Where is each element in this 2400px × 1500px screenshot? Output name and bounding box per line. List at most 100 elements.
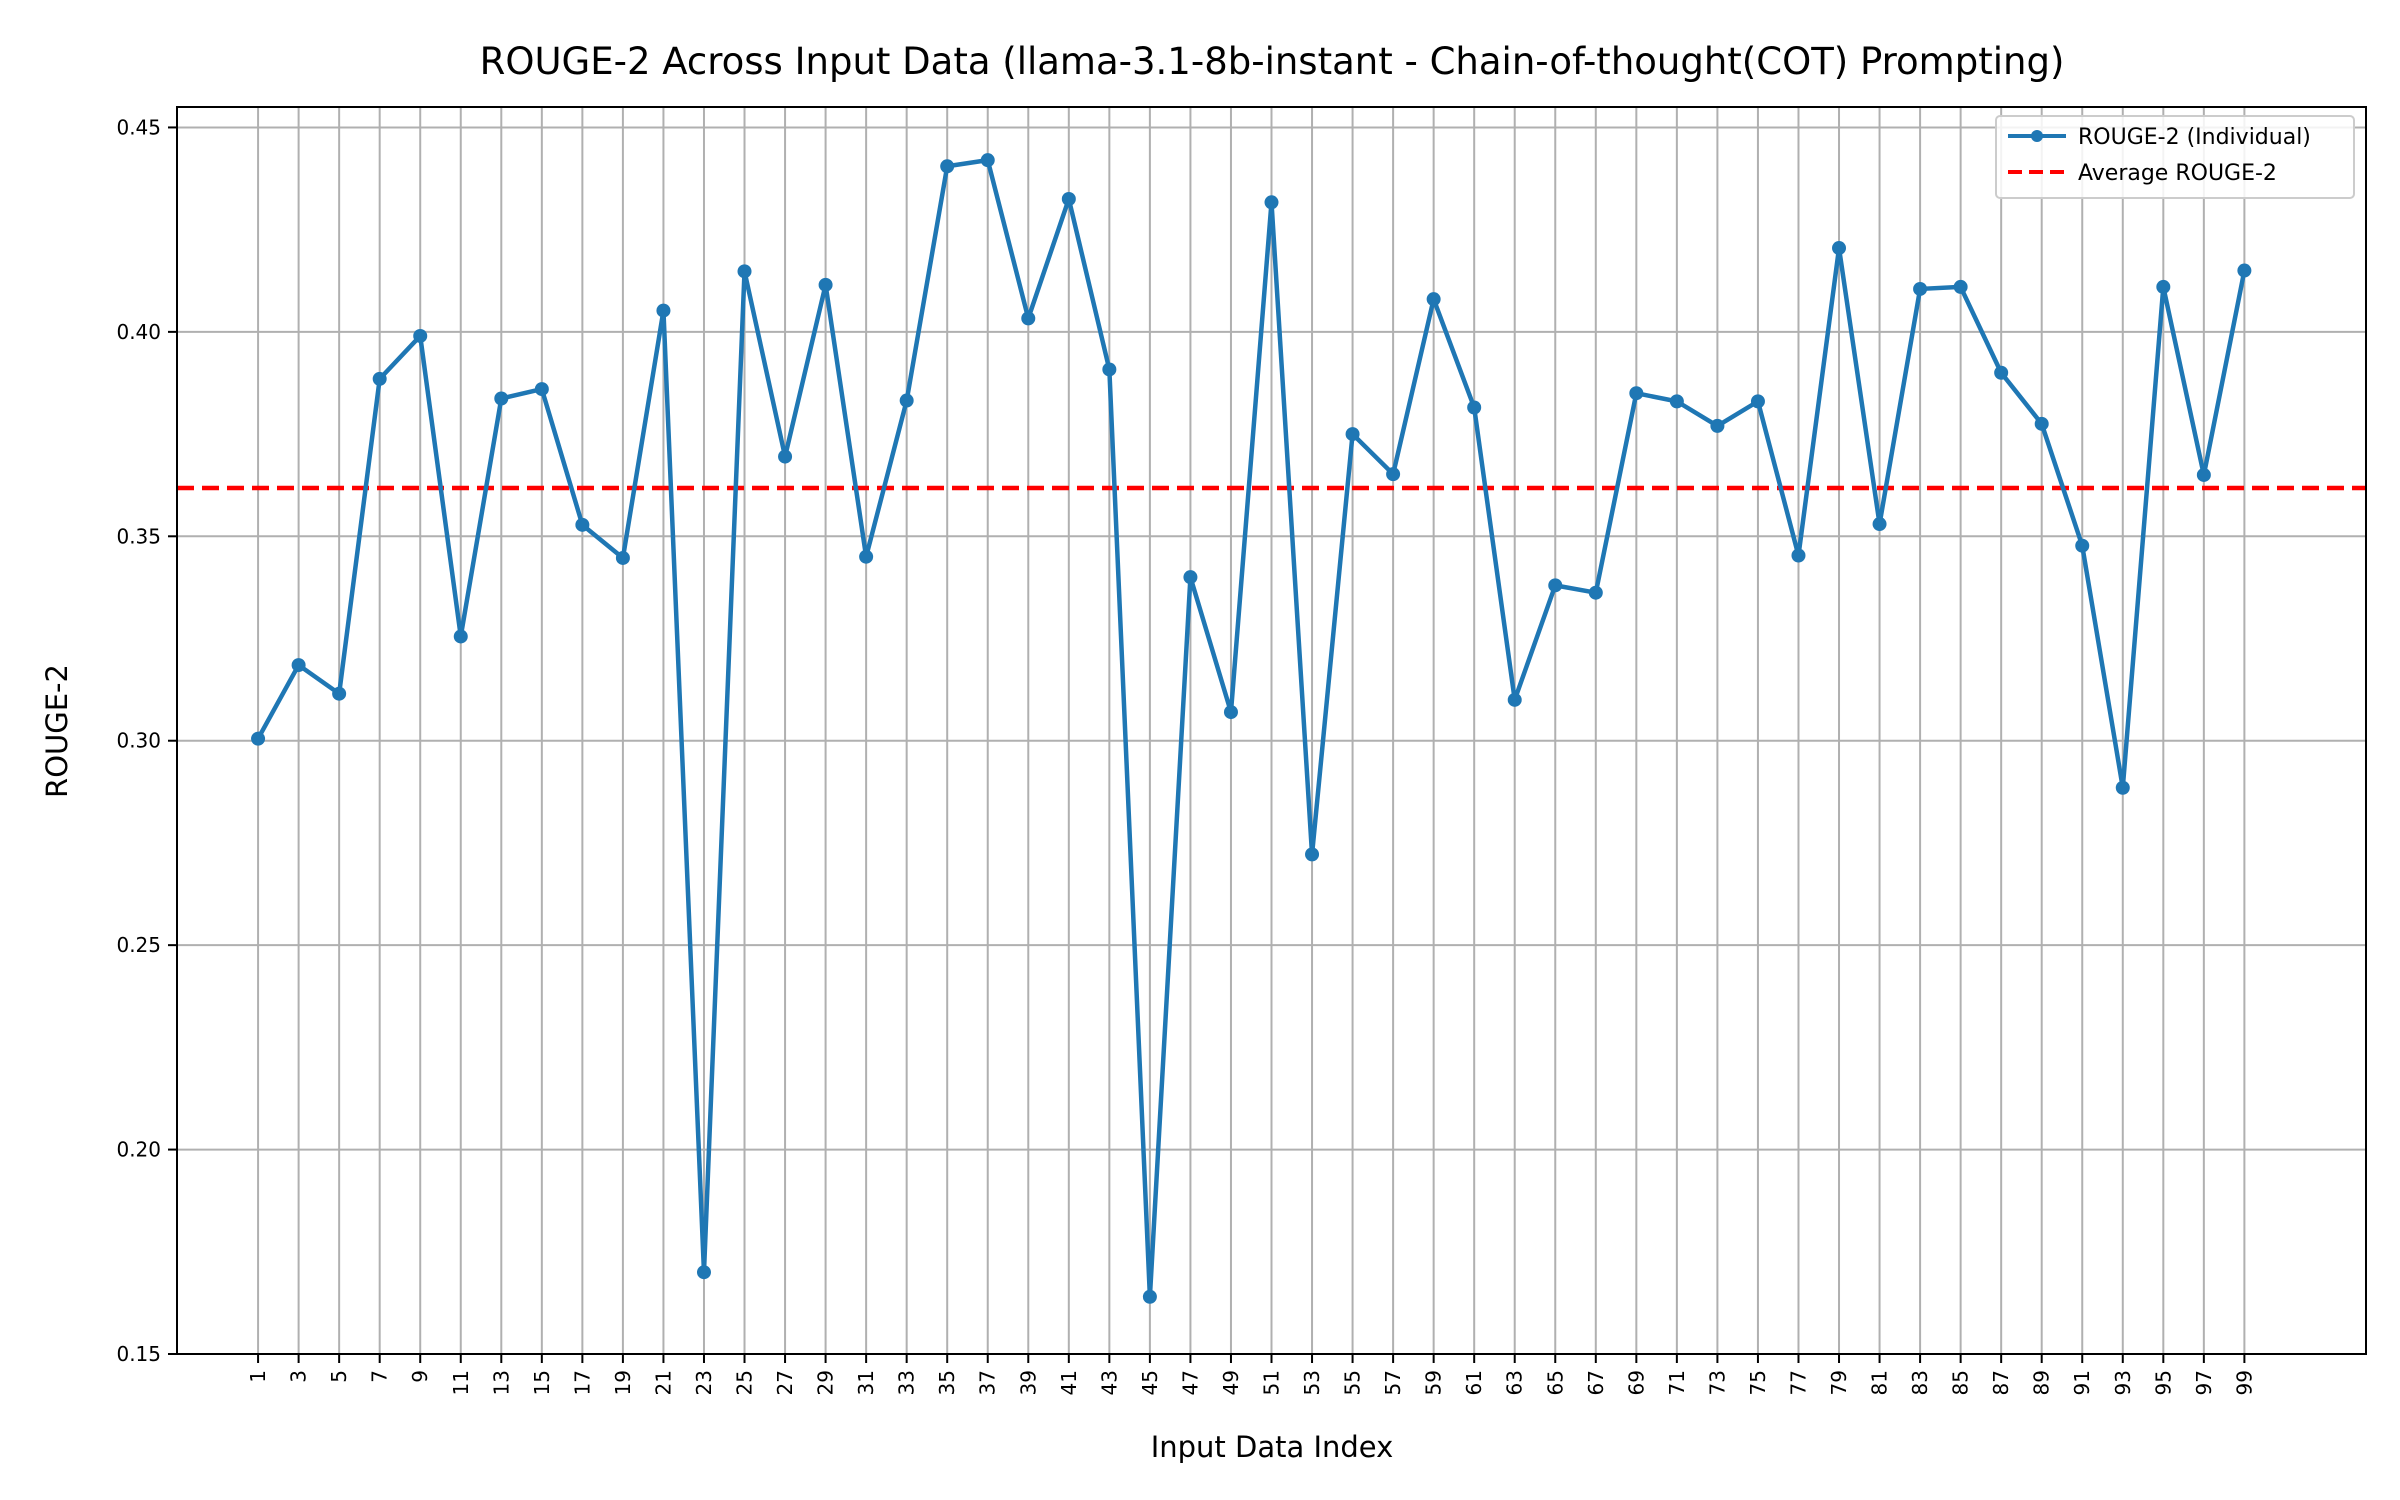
data-point [1467, 400, 1482, 415]
data-point [2075, 538, 2090, 553]
x-tick-label: 75 [1746, 1370, 1770, 1395]
x-tick-label: 11 [449, 1370, 473, 1395]
x-tick-label: 63 [1503, 1370, 1527, 1395]
x-tick-label: 83 [1908, 1370, 1932, 1395]
y-tick-label: 0.25 [116, 933, 161, 957]
x-tick-label: 49 [1219, 1370, 1243, 1395]
data-point [291, 658, 306, 673]
legend-marker-individual [2031, 130, 2043, 142]
x-tick-label: 39 [1016, 1370, 1040, 1395]
x-tick-label: 33 [895, 1370, 919, 1395]
data-point [575, 517, 590, 532]
data-point [2196, 467, 2211, 482]
data-point [1345, 427, 1360, 442]
x-axis-label: Input Data Index [1151, 1430, 1394, 1464]
legend-label-average: Average ROUGE-2 [2078, 161, 2277, 186]
x-tick-label: 59 [1422, 1370, 1446, 1395]
x-tick-label: 77 [1786, 1370, 1810, 1395]
y-axis-label: ROUGE-2 [40, 664, 74, 798]
data-point [656, 303, 671, 318]
data-point [1021, 311, 1036, 326]
x-tick-label: 3 [287, 1370, 311, 1383]
x-tick-label: 73 [1705, 1370, 1729, 1395]
x-tick-label: 45 [1138, 1370, 1162, 1395]
data-point [1507, 692, 1522, 707]
x-tick-label: 95 [2151, 1370, 2175, 1395]
data-point [1872, 517, 1887, 532]
x-tick-label: 47 [1178, 1370, 1202, 1395]
y-tick-label: 0.45 [116, 115, 161, 139]
data-point [1791, 548, 1806, 563]
data-point [1669, 394, 1684, 409]
x-tick-label: 41 [1057, 1370, 1081, 1395]
x-tick-label: 29 [814, 1370, 838, 1395]
data-point [494, 391, 509, 406]
x-tick-label: 87 [1989, 1370, 2013, 1395]
data-point [899, 393, 914, 408]
legend-label-individual: ROUGE-2 (Individual) [2078, 125, 2311, 150]
x-tick-label: 55 [1341, 1370, 1365, 1395]
x-tick-label: 7 [368, 1370, 392, 1383]
data-point [737, 264, 752, 279]
x-tick-label: 35 [935, 1370, 959, 1395]
data-point [251, 731, 266, 746]
x-tick-label: 57 [1381, 1370, 1405, 1395]
y-axis-ticks: 0.15 0.20 0.25 0.30 0.35 0.40 0.45 [116, 115, 177, 1366]
x-tick-label: 85 [1949, 1370, 1973, 1395]
y-tick-label: 0.40 [116, 320, 161, 344]
x-tick-label: 27 [773, 1370, 797, 1395]
data-point [818, 277, 833, 292]
x-tick-label: 13 [489, 1370, 513, 1395]
data-point [2115, 780, 2130, 795]
x-tick-label: 9 [408, 1370, 432, 1383]
x-tick-label: 51 [1260, 1370, 1284, 1395]
series-line-individual [256, 157, 2247, 1300]
data-point [1102, 362, 1117, 377]
data-point [940, 159, 955, 174]
data-point [1142, 1289, 1157, 1304]
data-point [332, 686, 347, 701]
data-point [2034, 416, 2049, 431]
data-point [1832, 241, 1847, 256]
data-point [534, 382, 549, 397]
data-point [1223, 705, 1238, 720]
data-point [413, 328, 428, 343]
x-tick-label: 25 [733, 1370, 757, 1395]
data-point [1588, 585, 1603, 600]
x-tick-label: 21 [651, 1370, 675, 1395]
x-tick-label: 97 [2192, 1370, 2216, 1395]
data-point [615, 550, 630, 565]
data-point [1061, 191, 1076, 206]
data-point [1305, 847, 1320, 862]
y-tick-label: 0.30 [116, 729, 161, 753]
x-tick-label: 71 [1665, 1370, 1689, 1395]
data-point [859, 549, 874, 564]
x-tick-label: 5 [327, 1370, 351, 1383]
data-point [1264, 195, 1279, 210]
x-tick-label: 37 [976, 1370, 1000, 1395]
data-point [696, 1265, 711, 1280]
data-point [1426, 292, 1441, 307]
data-point [980, 153, 995, 168]
x-tick-label: 23 [692, 1370, 716, 1395]
data-point [453, 629, 468, 644]
x-tick-label: 65 [1543, 1370, 1567, 1395]
x-tick-label: 1 [246, 1370, 270, 1383]
data-point [2237, 263, 2252, 278]
x-tick-label: 91 [2070, 1370, 2094, 1395]
data-point [1548, 578, 1563, 593]
data-point [1913, 281, 1928, 296]
x-tick-label: 79 [1827, 1370, 1851, 1395]
y-tick-label: 0.20 [116, 1138, 161, 1162]
x-tick-label: 93 [2111, 1370, 2135, 1395]
x-tick-label: 61 [1462, 1370, 1486, 1395]
x-tick-label: 19 [611, 1370, 635, 1395]
data-point [1710, 418, 1725, 433]
x-tick-label: 31 [854, 1370, 878, 1395]
x-tick-label: 43 [1097, 1370, 1121, 1395]
x-tick-label: 69 [1624, 1370, 1648, 1395]
chart-title: ROUGE-2 Across Input Data (llama-3.1-8b-… [480, 40, 2065, 83]
x-tick-label: 89 [2030, 1370, 2054, 1395]
